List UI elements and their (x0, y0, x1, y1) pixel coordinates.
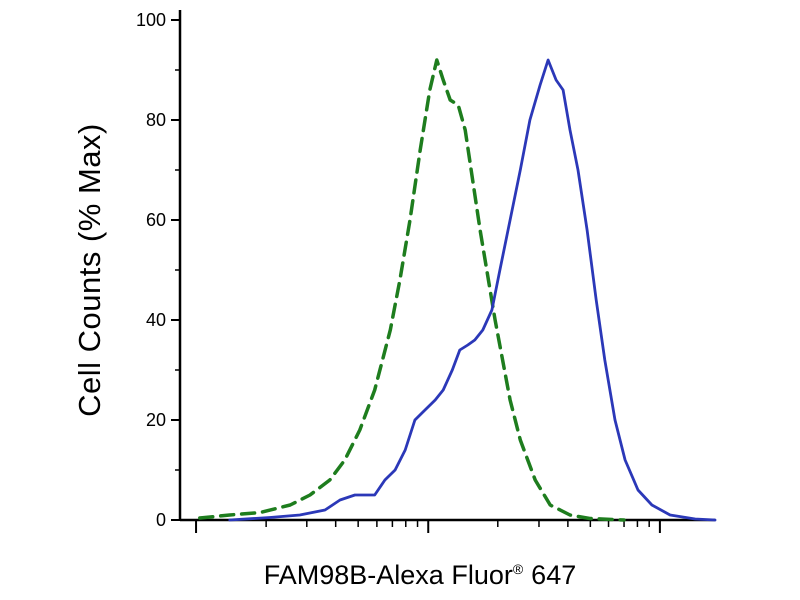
y-tick-label: 80 (146, 110, 166, 130)
x-axis-title-text: FAM98B-Alexa Fluor (263, 560, 513, 590)
x-axis-title: FAM98B-Alexa Fluor® 647 (150, 560, 690, 591)
y-axis-title: Cell Counts (% Max) (58, 0, 122, 540)
y-tick-label: 20 (146, 410, 166, 430)
y-tick-label: 60 (146, 210, 166, 230)
series-blue-solid-curve (228, 58, 717, 522)
series-green-dashed-curve (198, 58, 626, 522)
y-tick-label: 100 (136, 10, 166, 30)
y-tick-label: 0 (156, 510, 166, 530)
x-axis-title-suffix: 647 (531, 560, 577, 590)
registered-trademark-symbol: ® (512, 561, 524, 577)
y-axis-title-text: Cell Counts (% Max) (72, 123, 107, 417)
y-tick-label: 40 (146, 310, 166, 330)
